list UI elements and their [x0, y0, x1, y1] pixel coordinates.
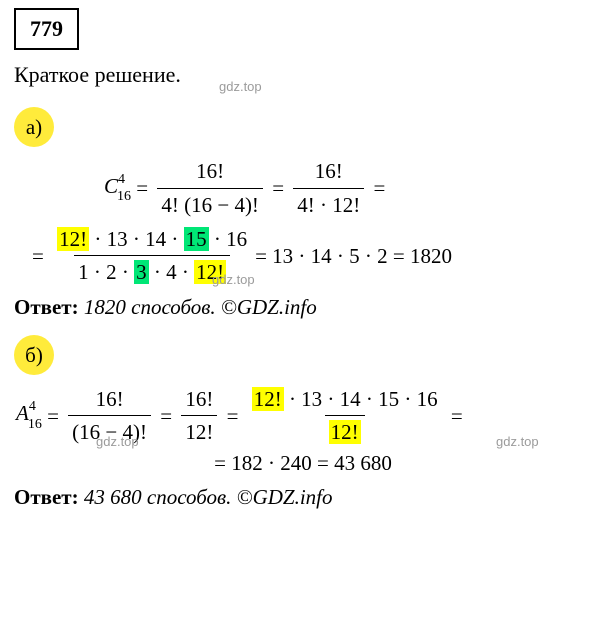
frac-b2: 16! 12!	[181, 385, 217, 447]
fracb3-den: 12!	[325, 415, 365, 446]
equals: =	[131, 174, 153, 202]
answer-text: 1820 способов.	[79, 295, 221, 319]
watermark: gdz.top	[212, 271, 255, 289]
frac-1: 16! 4! (16 − 4)!	[157, 157, 263, 219]
watermark: gdz.top	[496, 433, 539, 451]
equals: =	[446, 402, 463, 430]
frac1-num: 16!	[192, 157, 228, 187]
rhs: = 13 · 14 · 5 · 2 = 1820	[255, 242, 452, 270]
watermark: gdz.top	[219, 78, 262, 96]
a-sup: 4	[29, 399, 36, 414]
c-sub: 16	[117, 189, 131, 204]
fracb2-num: 16!	[181, 385, 217, 415]
part-b-eq1: A416 = 16! (16 − 4)! = 16! 12! = 12! · 1…	[16, 385, 592, 447]
a-sub: 16	[28, 417, 42, 432]
copyright: ©GDZ.info	[237, 485, 333, 509]
part-a-letter: а)	[26, 113, 42, 141]
frac2-den: 4! · 12!	[293, 188, 364, 219]
part-b-answer: Ответ: 43 680 способов. ©GDZ.info	[14, 483, 592, 511]
part-a-badge: а)	[14, 107, 54, 147]
equals: =	[42, 402, 64, 430]
task-number-box: 779	[14, 8, 79, 50]
fracb1-num: 16!	[92, 385, 128, 415]
task-number: 779	[30, 16, 63, 41]
equals: =	[368, 174, 385, 202]
part-a-eq2: = 12! · 13 · 14 · 15 · 16 1 · 2 · 3 · 4 …	[32, 225, 592, 287]
watermark: gdz.top	[96, 433, 139, 451]
part-b-eq2: = 182 · 240 = 43 680	[14, 449, 592, 477]
answer-label: Ответ:	[14, 485, 79, 509]
frac1-den: 4! (16 − 4)!	[157, 188, 263, 219]
part-a-answer: Ответ: 1820 способов. ©GDZ.info	[14, 293, 592, 321]
part-b-letter: б)	[25, 341, 43, 369]
equals: =	[32, 242, 49, 270]
frac2-num: 16!	[311, 157, 347, 187]
c-base: C	[104, 174, 118, 198]
combination-symbol: C4 16	[104, 172, 131, 205]
hl-12fact-num: 12!	[252, 387, 284, 411]
arrangement-symbol: A4 16	[16, 399, 42, 432]
part-a-eq1: C4 16 = 16! 4! (16 − 4)! = 16! 4! · 12! =	[104, 157, 592, 219]
fracb2-den: 12!	[181, 415, 217, 446]
fracb3-num: 12! · 13 · 14 · 15 · 16	[248, 385, 442, 415]
answer-text: 43 680 способов.	[79, 485, 237, 509]
hl-12fact: 12!	[57, 227, 89, 251]
hl-12fact-denb: 12!	[329, 420, 361, 444]
frac3-den: 1 · 2 · 3 · 4 · 12!	[74, 255, 230, 286]
short-solution-label: Краткое решение.	[14, 62, 181, 87]
c-sup: 4	[118, 172, 125, 187]
hl-3: 3	[134, 260, 149, 284]
frac-b3: 12! · 13 · 14 · 15 · 16 12!	[248, 385, 442, 447]
part-a: а) C4 16 = 16! 4! (16 − 4)! = 16! 4! · 12…	[14, 103, 592, 321]
frac-2: 16! 4! · 12!	[293, 157, 364, 219]
copyright: ©GDZ.info	[221, 295, 317, 319]
a-base: A	[16, 401, 29, 425]
part-b-badge: б)	[14, 335, 54, 375]
equals: =	[155, 402, 177, 430]
short-solution-label-row: Краткое решение. gdz.top	[14, 60, 592, 90]
equals: =	[267, 174, 289, 202]
hl-15: 15	[184, 227, 209, 251]
eq2-text: = 182 · 240 = 43 680	[214, 449, 392, 477]
frac3-num: 12! · 13 · 14 · 15 · 16	[53, 225, 251, 255]
answer-label: Ответ:	[14, 295, 79, 319]
equals: =	[221, 402, 243, 430]
part-b: б) A416 = 16! (16 − 4)! = 16! 12! = 12! …	[14, 331, 592, 511]
